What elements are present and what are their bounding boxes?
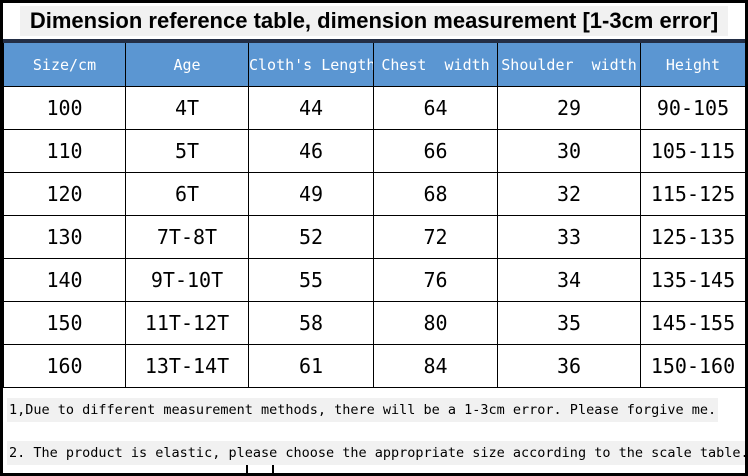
table-cell: 84: [373, 344, 498, 388]
table-cell: 135-145: [640, 258, 745, 302]
table-cell: 130: [3, 215, 126, 259]
table-cell: 55: [248, 258, 374, 302]
table-cell: 76: [373, 258, 498, 302]
table-row: 140 9T-10T 55 76 34 135-145: [3, 258, 745, 302]
table-cell: 44: [248, 86, 374, 130]
table-cell: 32: [497, 172, 641, 216]
table-cell: 4T: [125, 86, 249, 130]
table-cell: 120: [3, 172, 126, 216]
note-line-1: 1,Due to different measurement methods, …: [3, 388, 745, 431]
note-text-1: 1,Due to different measurement methods, …: [7, 397, 719, 422]
header-cell-shoulder-width: Shoulder width: [497, 40, 641, 87]
table-cell: 7T-8T: [125, 215, 249, 259]
table-cell: 33: [497, 215, 641, 259]
table-cell: 36: [497, 344, 641, 388]
table-cell: 160: [3, 344, 126, 388]
table-cell: 115-125: [640, 172, 745, 216]
table-cell: 29: [497, 86, 641, 130]
table-cell: 58: [248, 301, 374, 345]
header-cell-height: Height: [640, 40, 745, 87]
table-cell: 66: [373, 129, 498, 173]
note-text-2: 2. The product is elastic, please choose…: [7, 440, 745, 465]
table-cell: 34: [497, 258, 641, 302]
table-cell: 105-115: [640, 129, 745, 173]
table-cell: 5T: [125, 129, 249, 173]
note-line-2: 2. The product is elastic, please choose…: [3, 431, 745, 473]
table-cell: 64: [373, 86, 498, 130]
table-cell: 61: [248, 344, 374, 388]
header-row: Size/cm Age Cloth's Length Chest width S…: [3, 40, 745, 87]
table-row: 160 13T-14T 61 84 36 150-160: [3, 344, 745, 388]
table-row: 150 11T-12T 58 80 35 145-155: [3, 301, 745, 345]
table-cell: 80: [373, 301, 498, 345]
title-bar: Dimension reference table, dimension mea…: [3, 3, 745, 39]
table-cell: 49: [248, 172, 374, 216]
table-row: 100 4T 44 64 29 90-105: [3, 86, 745, 130]
table-cell: 125-135: [640, 215, 745, 259]
header-cell-size: Size/cm: [3, 40, 126, 87]
table-row: 130 7T-8T 52 72 33 125-135: [3, 215, 745, 259]
header-cell-cloth-length: Cloth's Length: [248, 40, 374, 87]
table-cell: 110: [3, 129, 126, 173]
table-cell: 100: [3, 86, 126, 130]
table-cell: 46: [248, 129, 374, 173]
table-cell: 140: [3, 258, 126, 302]
table-cell: 6T: [125, 172, 249, 216]
table-cell: 90-105: [640, 86, 745, 130]
header-cell-age: Age: [125, 40, 249, 87]
header-cell-chest-width: Chest width: [373, 40, 498, 87]
footer-notes: 1,Due to different measurement methods, …: [3, 388, 745, 473]
table-body: 100 4T 44 64 29 90-105 110 5T 46 66 30 1…: [3, 86, 745, 388]
table-cell: 52: [248, 215, 374, 259]
grid-remnant-tick: [272, 465, 274, 473]
table-cell: 68: [373, 172, 498, 216]
table-cell: 30: [497, 129, 641, 173]
table-cell: 72: [373, 215, 498, 259]
table-cell: 150: [3, 301, 126, 345]
size-reference-table: Size/cm Age Cloth's Length Chest width S…: [3, 39, 745, 388]
table-header: Size/cm Age Cloth's Length Chest width S…: [3, 40, 745, 87]
page-title: Dimension reference table, dimension mea…: [19, 6, 729, 36]
table-cell: 150-160: [640, 344, 745, 388]
table-cell: 11T-12T: [125, 301, 249, 345]
table-cell: 145-155: [640, 301, 745, 345]
table-row: 120 6T 49 68 32 115-125: [3, 172, 745, 216]
table-cell: 9T-10T: [125, 258, 249, 302]
table-cell: 35: [497, 301, 641, 345]
table-row: 110 5T 46 66 30 105-115: [3, 129, 745, 173]
table-cell: 13T-14T: [125, 344, 249, 388]
grid-remnant-tick: [246, 465, 248, 473]
